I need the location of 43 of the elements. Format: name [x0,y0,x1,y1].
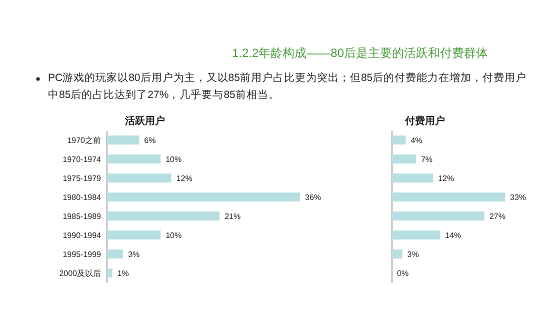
bar [392,192,505,202]
data-label: 3% [128,250,140,259]
data-label: 7% [420,155,433,164]
bar [107,154,161,164]
data-label: 21% [224,212,241,221]
data-label: 4% [410,136,422,145]
bar [107,174,172,182]
y-tick-label: 1970之前 [67,136,101,145]
y-tick-label: 2000及以后 [59,269,101,278]
y-tick-label: 1975-1979 [62,174,102,183]
data-label: 3% [407,250,419,259]
y-tick-label: 1995-1999 [62,250,102,259]
data-label: 12% [438,174,454,183]
data-label: 27% [489,212,506,221]
text: 1.2.2年龄构成——80后是主要的活跃和付费群体 [232,46,488,60]
y-tick-label: 1980-1984 [62,193,102,202]
data-label: 10% [166,155,182,164]
data-label: 0% [397,269,409,278]
bar [392,154,416,164]
bar [392,212,484,220]
data-label: 14% [444,231,461,240]
data-label: 12% [176,174,192,183]
data-label: 6% [144,136,156,145]
data-label: 1% [117,269,129,278]
y-tick-label: 1990-1994 [62,231,102,240]
y-tick-label: 1970-1974 [62,155,102,164]
bar [107,192,300,202]
bar [392,250,402,258]
chart-title: 活跃用户 [124,115,165,127]
bar [392,230,440,240]
bar [107,212,220,220]
chart-title: 付费用户 [404,115,445,127]
text: PC游戏的玩家以80后用户为主，又以85前用户占比更为突出；但85后的付费能力在增加，付费用户中85后的占比达到了27%，几乎要与85前相当。 [47,71,528,103]
bar [392,136,406,144]
data-label: 10% [166,231,182,240]
bar [107,136,140,144]
y-tick-label: 1985-1989 [62,212,102,221]
data-label: 33% [510,193,526,202]
bar [392,174,434,182]
bar [107,250,124,258]
bar [107,268,112,278]
bar [107,230,161,240]
data-label: 36% [305,193,322,202]
